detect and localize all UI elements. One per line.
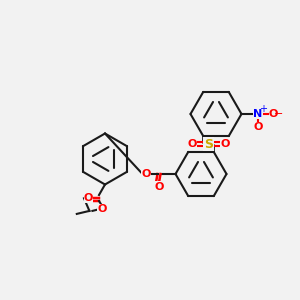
Text: +: + bbox=[260, 103, 267, 114]
Text: N: N bbox=[254, 109, 262, 119]
Text: O: O bbox=[154, 182, 164, 192]
Text: O: O bbox=[253, 122, 263, 133]
Text: O: O bbox=[220, 139, 230, 149]
Text: O: O bbox=[269, 109, 278, 119]
Text: O: O bbox=[97, 204, 107, 214]
Text: O: O bbox=[84, 193, 93, 203]
Text: −: − bbox=[274, 109, 284, 119]
Text: O: O bbox=[141, 169, 151, 179]
Text: O: O bbox=[187, 139, 197, 149]
Text: S: S bbox=[204, 137, 213, 151]
